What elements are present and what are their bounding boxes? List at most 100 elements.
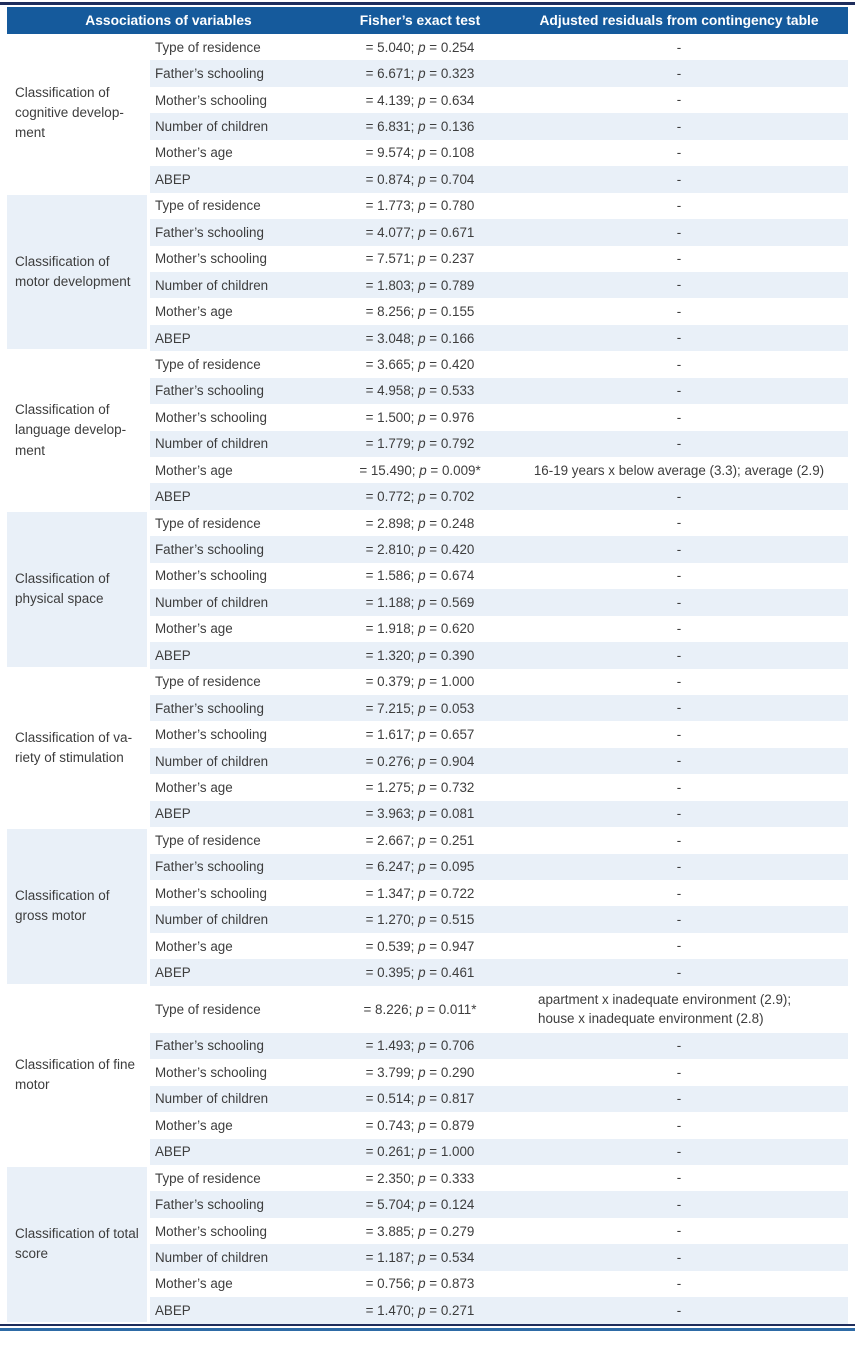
fisher-p-value: = 0.789 (425, 277, 475, 293)
fisher-p-value: = 0.095 (425, 859, 475, 875)
fisher-p-symbol: p (418, 1064, 426, 1080)
table-row: Mother’s schooling = 3.885; p = 0.279 - (150, 1218, 848, 1244)
fisher-p-symbol: p (418, 542, 426, 558)
fisher-stat-value: = 9.574; (365, 145, 419, 161)
fisher-cell: = 1.779; p = 0.792 (330, 436, 510, 451)
variable-cell: Mother’s age (155, 621, 233, 637)
variable-cell: Father’s schooling (155, 700, 264, 716)
table-row: Number of children = 1.803; p = 0.789 - (150, 271, 848, 299)
header-associations-of-variables: Associations of variables (85, 13, 252, 28)
group-rows: Type of residence = 3.665; p = 0.420 - F… (150, 351, 848, 510)
residual-cell: - (676, 515, 682, 531)
fisher-cell: = 2.898; p = 0.248 (330, 516, 510, 531)
residual-cell: - (676, 1249, 682, 1265)
fisher-cell: = 9.574; p = 0.108 (330, 145, 510, 160)
classification-group: Classification of cognitive develop­ment… (7, 34, 848, 193)
table-row: Mother’s schooling = 7.571; p = 0.237 - (150, 246, 848, 272)
residual-cell: - (676, 277, 682, 293)
fisher-stat-value: = 1.779; (365, 436, 419, 452)
table-row: ABEP = 3.963; p = 0.081 - (150, 800, 848, 828)
fisher-p-value: = 0.533 (425, 383, 475, 399)
fisher-p-value: = 0.124 (425, 1197, 475, 1213)
variable-cell: Mother’s schooling (155, 727, 267, 743)
residual-cell: - (676, 726, 682, 742)
fisher-stat-value: = 1.918; (365, 621, 419, 637)
fisher-p-value: = 0.166 (425, 330, 475, 346)
residual-cell: apartment x inadequate environment (2.9)… (538, 991, 792, 1027)
table-row: Father’s schooling = 2.810; p = 0.420 - (150, 536, 848, 563)
fisher-cell: = 7.215; p = 0.053 (330, 701, 510, 716)
variable-cell: ABEP (155, 1302, 191, 1318)
fisher-p-symbol: p (418, 700, 426, 716)
fisher-cell: = 6.831; p = 0.136 (330, 119, 510, 134)
table-row: Mother’s age = 0.743; p = 0.879 - (150, 1112, 848, 1138)
fisher-p-symbol: p (418, 171, 426, 187)
bottom-rule-blue (0, 1327, 855, 1331)
variable-cell: Mother’s schooling (155, 1064, 267, 1080)
table-row: Type of residence = 2.898; p = 0.248 - (150, 510, 848, 536)
table-row: Mother’s age = 0.756; p = 0.873 - (150, 1271, 848, 1297)
fisher-p-symbol: p (418, 356, 426, 372)
residual-cell: - (676, 1196, 682, 1212)
fisher-stat-value: = 3.048; (365, 330, 419, 346)
fisher-cell: = 8.226; p = 0.011* (330, 1002, 510, 1017)
fisher-cell: = 2.350; p = 0.333 (330, 1171, 510, 1186)
residual-cell: - (676, 1302, 682, 1318)
group-label: Classification of gross motor (7, 829, 147, 984)
fisher-cell: = 1.586; p = 0.674 (330, 568, 510, 583)
residual-cell: - (676, 171, 682, 187)
residual-cell: - (676, 383, 682, 399)
table-top-border (0, 2, 855, 5)
fisher-cell: = 2.667; p = 0.251 (330, 833, 510, 848)
variable-cell: Father’s schooling (155, 1038, 264, 1054)
fisher-stat-value: = 1.586; (365, 568, 419, 584)
group-label: Classification of cognitive develop­ment (15, 84, 124, 141)
fisher-p-symbol: p (418, 251, 426, 267)
residual-cell: - (676, 39, 682, 55)
fisher-cell: = 0.379; p = 1.000 (330, 674, 510, 689)
fisher-p-symbol: p (418, 594, 426, 610)
fisher-stat-value: = 3.799; (365, 1064, 419, 1080)
variable-cell: Mother’s schooling (155, 885, 267, 901)
fisher-p-symbol: p (418, 859, 426, 875)
fisher-p-value: = 0.732 (425, 779, 475, 795)
fisher-stat-value: = 1.803; (365, 277, 419, 293)
fisher-stat-value: = 3.665; (365, 356, 419, 372)
residual-cell: - (676, 938, 682, 954)
fisher-cell: = 0.743; p = 0.879 (330, 1118, 510, 1133)
variable-cell: Type of residence (155, 198, 261, 214)
fisher-cell: = 5.704; p = 0.124 (330, 1197, 510, 1212)
fisher-p-symbol: p (418, 383, 426, 399)
fisher-p-value: = 0.136 (425, 119, 475, 135)
fisher-cell: = 6.671; p = 0.323 (330, 66, 510, 81)
fisher-p-symbol: p (418, 515, 426, 531)
classification-group: Classification of physical space Type of… (7, 510, 848, 669)
table-row: Father’s schooling = 6.247; p = 0.095 - (150, 853, 848, 880)
fisher-p-symbol: p (418, 119, 426, 135)
residual-cell: - (676, 330, 682, 346)
residual-cell: - (676, 409, 682, 425)
fisher-stat-value: = 6.247; (365, 859, 419, 875)
fisher-cell: = 1.470; p = 0.271 (330, 1303, 510, 1318)
fisher-cell: = 1.493; p = 0.706 (330, 1038, 510, 1053)
fisher-stat-value: = 5.704; (365, 1197, 419, 1213)
fisher-stat-value: = 7.215; (365, 700, 419, 716)
fisher-p-value: = 0.420 (425, 356, 475, 372)
fisher-stat-value: = 4.958; (365, 383, 419, 399)
variable-cell: Type of residence (155, 1001, 261, 1017)
table-row: Father’s schooling = 1.493; p = 0.706 - (150, 1032, 848, 1060)
fisher-p-symbol: p (418, 1144, 426, 1160)
fisher-stat-value: = 1.470; (365, 1302, 419, 1318)
variable-cell: Number of children (155, 594, 269, 610)
table-row: Type of residence = 1.773; p = 0.780 - (150, 193, 848, 219)
fisher-p-value: = 0.248 (425, 515, 475, 531)
variable-cell: Mother’s schooling (155, 1223, 267, 1239)
variable-cell: Number of children (155, 912, 269, 928)
variable-cell: Mother’s schooling (155, 251, 267, 267)
table-row: Type of residence = 8.226; p = 0.011* ap… (150, 986, 848, 1033)
fisher-p-symbol: p (418, 965, 426, 981)
group-rows: Type of residence = 2.667; p = 0.251 - F… (150, 827, 848, 986)
residual-cell: - (676, 1091, 682, 1107)
fisher-stat-value: = 15.490; (359, 462, 420, 478)
fisher-p-symbol: p (418, 727, 426, 743)
